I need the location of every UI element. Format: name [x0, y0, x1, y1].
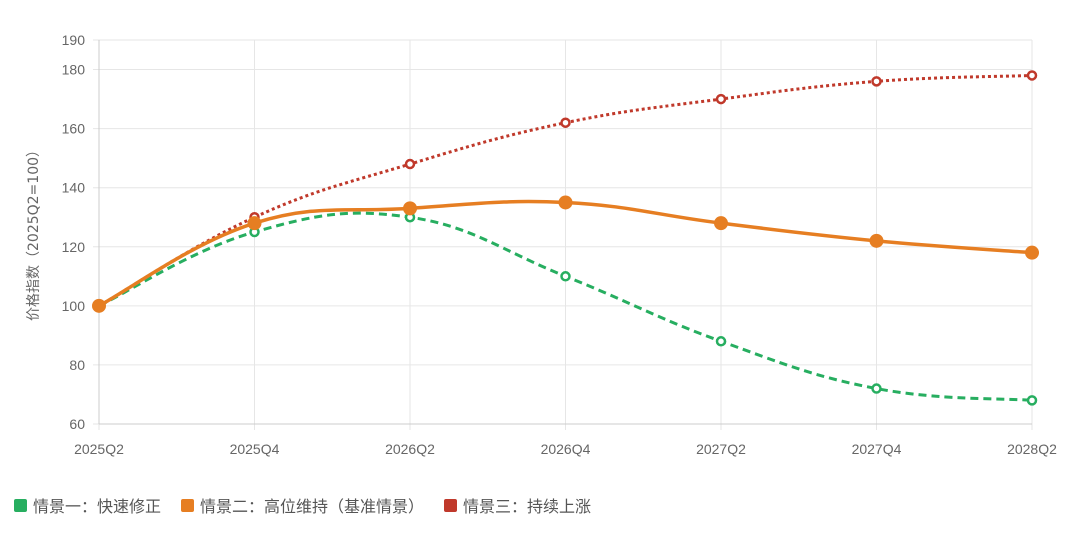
data-point [558, 195, 573, 210]
data-point [871, 383, 882, 394]
y-tick-label: 120 [62, 239, 86, 255]
data-point [871, 76, 882, 87]
legend-swatch [181, 498, 195, 512]
legend-item-scenario-3[interactable]: 情景三：持续上涨 [444, 493, 591, 517]
data-point [404, 158, 416, 170]
x-tick-label: 2025Q4 [230, 441, 280, 457]
data-point [1026, 70, 1038, 81]
legend-label: 情景一：快速修正 [33, 497, 162, 516]
x-tick-label: 2028Q2 [1007, 441, 1057, 457]
data-point [869, 233, 884, 248]
x-tick-label: 2025Q2 [74, 441, 124, 457]
legend-swatch [444, 498, 458, 512]
y-tick-label: 160 [62, 121, 86, 137]
y-tick-label: 180 [62, 62, 86, 78]
data-point [1026, 395, 1038, 406]
data-point [714, 216, 728, 231]
line-chart: 60 80 100 120 140 160 180 190 2025Q2 2025Q4 2026Q2… [26, 32, 1057, 457]
data-point [403, 201, 417, 216]
y-tick-label: 100 [62, 298, 86, 314]
legend-item-scenario-1[interactable]: 情景一：快速修正 [14, 493, 161, 517]
data-point [715, 336, 727, 347]
x-tick-label: 2026Q4 [541, 441, 591, 457]
legend-label: 情景二：高位维持（基准情景） [200, 497, 425, 516]
legend-swatch [14, 498, 27, 512]
x-tick-label: 2027Q2 [696, 441, 746, 457]
y-axis-label: 价格指数（2025Q2=100） [26, 143, 42, 321]
data-point [247, 216, 262, 231]
x-tick-label: 2026Q2 [385, 441, 435, 457]
y-tick-label: 80 [69, 357, 85, 373]
y-tick-label: 60 [69, 416, 85, 432]
data-point [92, 298, 106, 313]
data-point [560, 271, 571, 282]
y-tick-label: 140 [62, 180, 86, 196]
data-point [1025, 245, 1039, 260]
legend: 情景一：快速修正 情景二：高位维持（基准情景） 情景三：持续上涨 [14, 493, 591, 517]
legend-label: 情景三：持续上涨 [463, 497, 592, 516]
y-tick-label: 190 [62, 32, 86, 48]
data-point [560, 117, 571, 128]
data-point [715, 93, 727, 105]
x-tick-label: 2027Q4 [852, 441, 902, 457]
legend-item-scenario-2[interactable]: 情景二：高位维持（基准情景） [181, 493, 424, 517]
